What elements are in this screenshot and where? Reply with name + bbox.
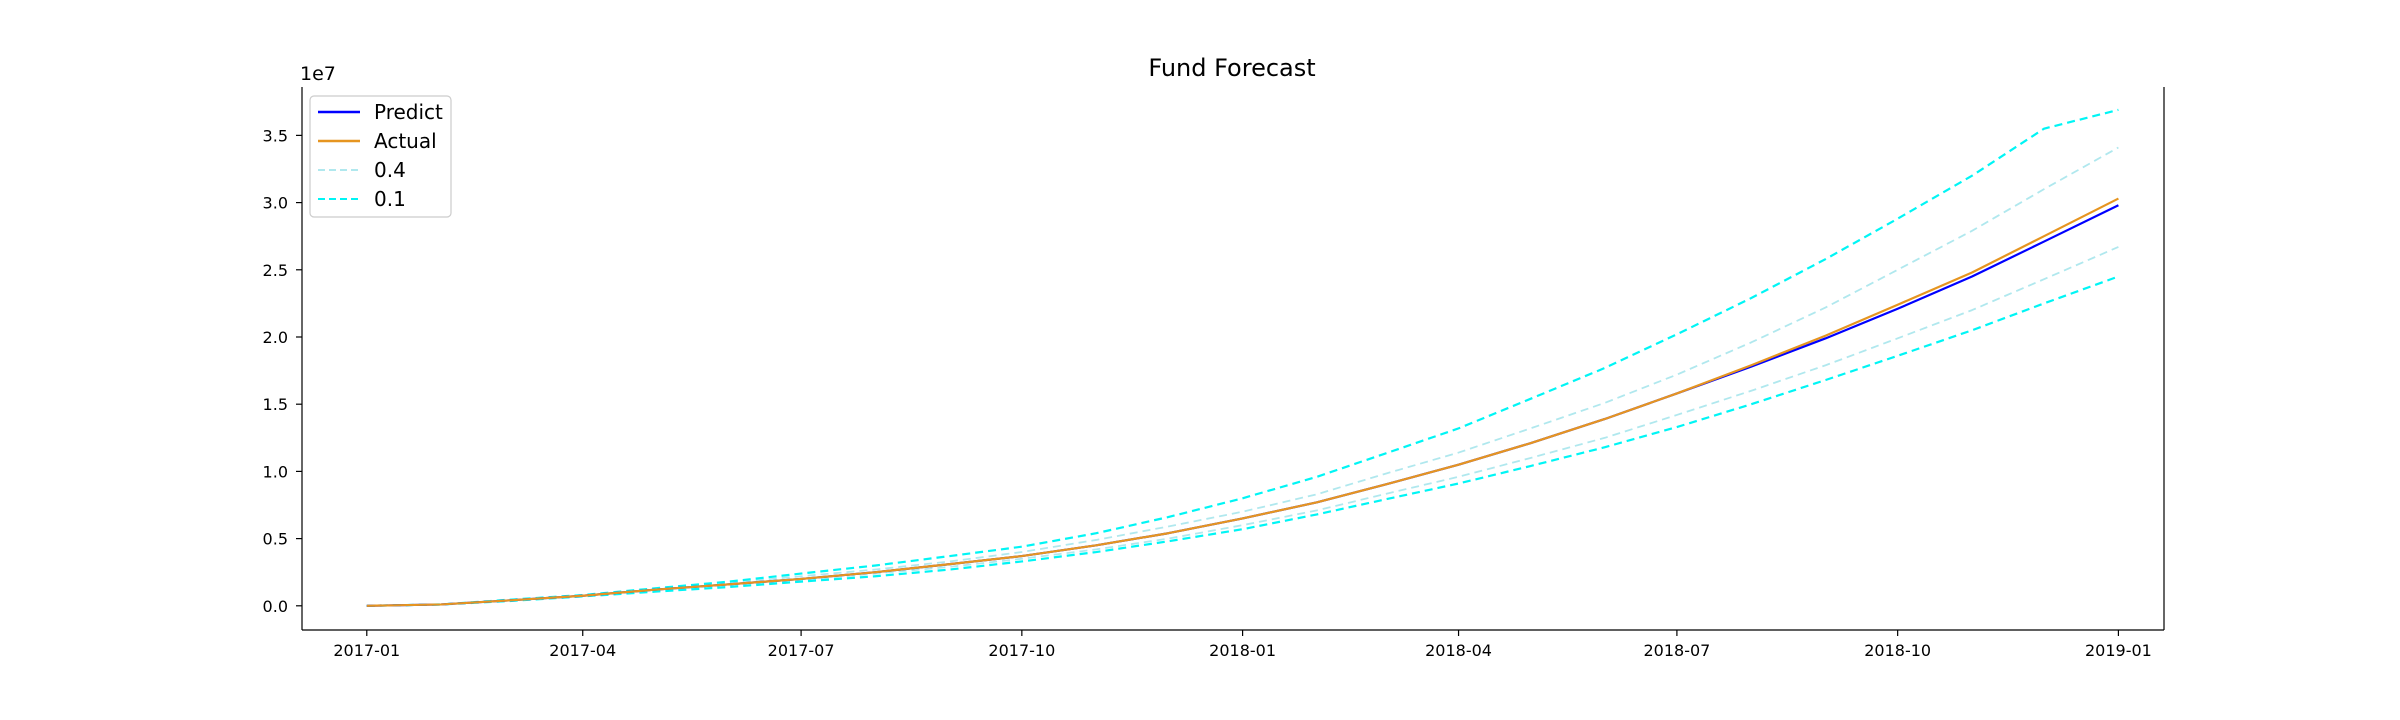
y-offset-label: 1e7 xyxy=(300,63,336,85)
x-tick-labels: 2017-01 2017-04 2017-07 2017-10 2018-01 2018-… xyxy=(333,630,2152,660)
series-line-q01-lower xyxy=(366,275,2119,607)
x-tick-label: 2017-01 xyxy=(333,641,400,660)
axes xyxy=(301,87,2165,631)
y-tick-label: 3.5 xyxy=(263,126,288,145)
y-tick-label: 0.5 xyxy=(263,530,288,549)
legend-frame xyxy=(309,95,452,218)
y-tick-labels: 0.0 0.5 1.0 1.5 2.0 2.5 3.0 3.5 xyxy=(263,126,302,616)
legend-label: 0.1 xyxy=(374,187,406,211)
x-tick-label: 2019-01 xyxy=(2085,641,2152,660)
series-line-actual xyxy=(366,197,2119,607)
y-tick-label: 2.5 xyxy=(263,261,288,280)
x-tick-label: 2017-04 xyxy=(549,641,616,660)
y-tick-label: 0.0 xyxy=(263,597,288,616)
chart-title: Fund Forecast xyxy=(1148,54,1315,82)
legend-label: Predict xyxy=(374,100,443,124)
series-line-q01-upper xyxy=(366,108,2119,607)
x-tick-label: 2018-07 xyxy=(1643,641,1710,660)
y-tick-label: 1.5 xyxy=(263,395,288,414)
legend-label: 0.4 xyxy=(374,158,406,182)
y-tick-label: 1.0 xyxy=(263,462,288,481)
y-tick-label: 2.0 xyxy=(263,328,288,347)
x-tick-label: 2018-04 xyxy=(1425,641,1492,660)
x-tick-label: 2018-01 xyxy=(1209,641,1276,660)
series-lines xyxy=(366,108,2119,607)
x-tick-label: 2017-10 xyxy=(988,641,1055,660)
legend-label: Actual xyxy=(374,129,437,153)
legend: Predict Actual 0.4 0.1 xyxy=(309,95,452,218)
x-tick-label: 2018-10 xyxy=(1864,641,1931,660)
y-tick-label: 3.0 xyxy=(263,194,288,213)
x-tick-label: 2017-07 xyxy=(768,641,835,660)
